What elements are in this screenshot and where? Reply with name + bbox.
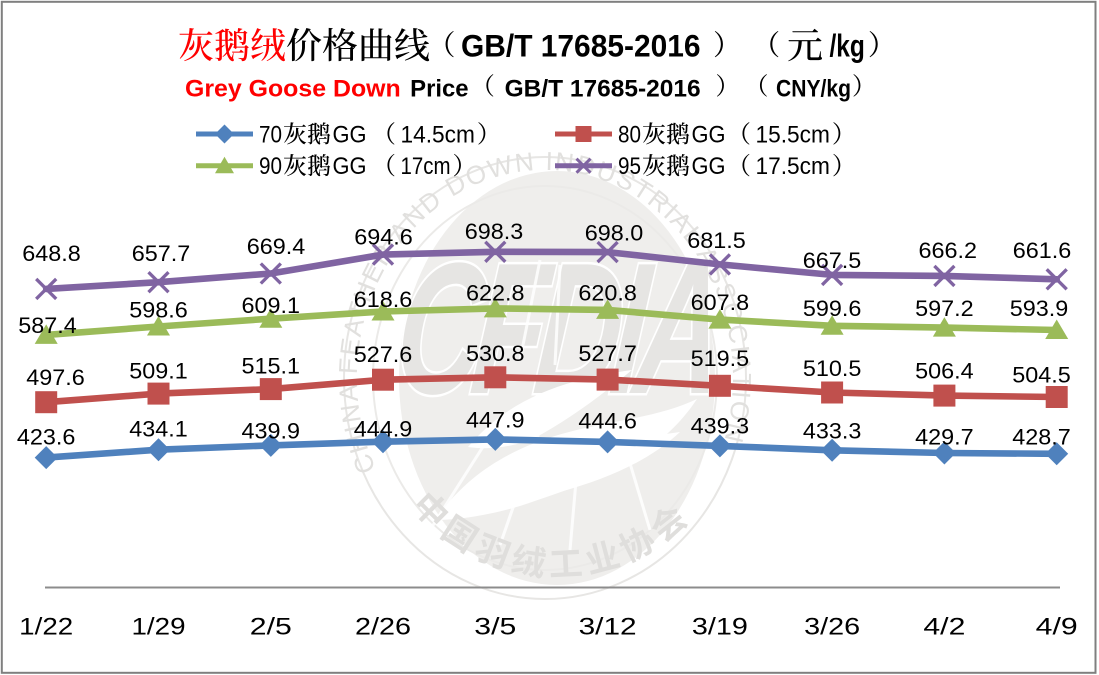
svg-text:681.5: 681.5 xyxy=(687,228,746,253)
svg-text:GG: GG xyxy=(692,153,726,180)
svg-text:429.7: 429.7 xyxy=(915,425,974,450)
svg-text:434.1: 434.1 xyxy=(129,417,188,442)
svg-text:661.6: 661.6 xyxy=(1013,238,1072,263)
svg-text:504.5: 504.5 xyxy=(1012,363,1071,388)
svg-text:698.3: 698.3 xyxy=(465,219,524,244)
svg-text:95: 95 xyxy=(618,153,641,180)
svg-text:694.6: 694.6 xyxy=(354,225,413,250)
svg-text:609.1: 609.1 xyxy=(242,293,301,318)
svg-text:3/12: 3/12 xyxy=(579,614,637,641)
svg-text:1/22: 1/22 xyxy=(19,614,73,641)
svg-text:439.9: 439.9 xyxy=(242,419,301,444)
svg-text:15.5cm: 15.5cm xyxy=(756,122,830,149)
svg-text:527.7: 527.7 xyxy=(578,341,637,366)
svg-text:509.1: 509.1 xyxy=(129,359,188,384)
svg-text:Grey Goose Down: Grey Goose Down xyxy=(185,77,401,103)
svg-text:620.8: 620.8 xyxy=(578,281,637,306)
svg-text:2/26: 2/26 xyxy=(355,614,411,641)
svg-text:597.2: 597.2 xyxy=(915,296,974,321)
svg-text:3/26: 3/26 xyxy=(804,614,860,641)
svg-text:667.5: 667.5 xyxy=(803,248,862,273)
svg-text:17cm: 17cm xyxy=(401,153,451,180)
svg-text:GG: GG xyxy=(333,153,367,180)
svg-text:447.9: 447.9 xyxy=(466,408,525,433)
svg-text:2/5: 2/5 xyxy=(250,614,292,641)
svg-text:Price: Price xyxy=(410,77,468,103)
svg-text:4/9: 4/9 xyxy=(1036,614,1078,641)
svg-text:GG: GG xyxy=(333,122,367,149)
svg-text:1/29: 1/29 xyxy=(132,614,186,641)
svg-text:439.3: 439.3 xyxy=(691,414,750,439)
svg-text:515.1: 515.1 xyxy=(242,354,301,379)
svg-text:497.6: 497.6 xyxy=(26,365,85,390)
svg-text:17.5cm: 17.5cm xyxy=(756,153,830,180)
svg-text:3/5: 3/5 xyxy=(474,614,516,641)
svg-text:4/2: 4/2 xyxy=(923,614,965,641)
svg-text:593.9: 593.9 xyxy=(1010,296,1069,321)
svg-text:519.5: 519.5 xyxy=(691,346,750,371)
svg-text:GB/T 17685-2016: GB/T 17685-2016 xyxy=(461,27,701,63)
svg-text:669.4: 669.4 xyxy=(247,234,306,259)
svg-text:530.8: 530.8 xyxy=(466,341,525,366)
svg-text:698.0: 698.0 xyxy=(585,221,644,246)
svg-text:666.2: 666.2 xyxy=(919,238,978,263)
svg-text:423.6: 423.6 xyxy=(17,425,76,450)
svg-text:657.7: 657.7 xyxy=(132,241,191,266)
svg-text:527.6: 527.6 xyxy=(354,342,413,367)
svg-text:70: 70 xyxy=(259,122,282,149)
svg-text:GG: GG xyxy=(692,122,726,149)
svg-text:599.6: 599.6 xyxy=(803,296,862,321)
svg-text:428.7: 428.7 xyxy=(1012,425,1071,450)
svg-text:607.8: 607.8 xyxy=(691,290,750,315)
svg-text:/kg: /kg xyxy=(830,27,865,63)
svg-text:618.6: 618.6 xyxy=(354,287,413,312)
svg-text:90: 90 xyxy=(259,153,282,180)
svg-text:506.4: 506.4 xyxy=(915,359,974,384)
svg-text:433.3: 433.3 xyxy=(803,419,862,444)
svg-text:80: 80 xyxy=(618,122,641,149)
svg-text:3/19: 3/19 xyxy=(692,614,748,641)
svg-text:587.4: 587.4 xyxy=(18,313,77,338)
svg-text:CNY/kg: CNY/kg xyxy=(776,77,851,103)
svg-text:14.5cm: 14.5cm xyxy=(401,122,475,149)
svg-text:598.6: 598.6 xyxy=(129,298,188,323)
svg-text:622.8: 622.8 xyxy=(466,281,525,306)
svg-text:444.9: 444.9 xyxy=(354,417,413,442)
svg-text:648.8: 648.8 xyxy=(22,241,81,266)
svg-text:GB/T 17685-2016: GB/T 17685-2016 xyxy=(505,77,701,103)
svg-text:510.5: 510.5 xyxy=(803,356,862,381)
svg-text:444.6: 444.6 xyxy=(578,409,637,434)
